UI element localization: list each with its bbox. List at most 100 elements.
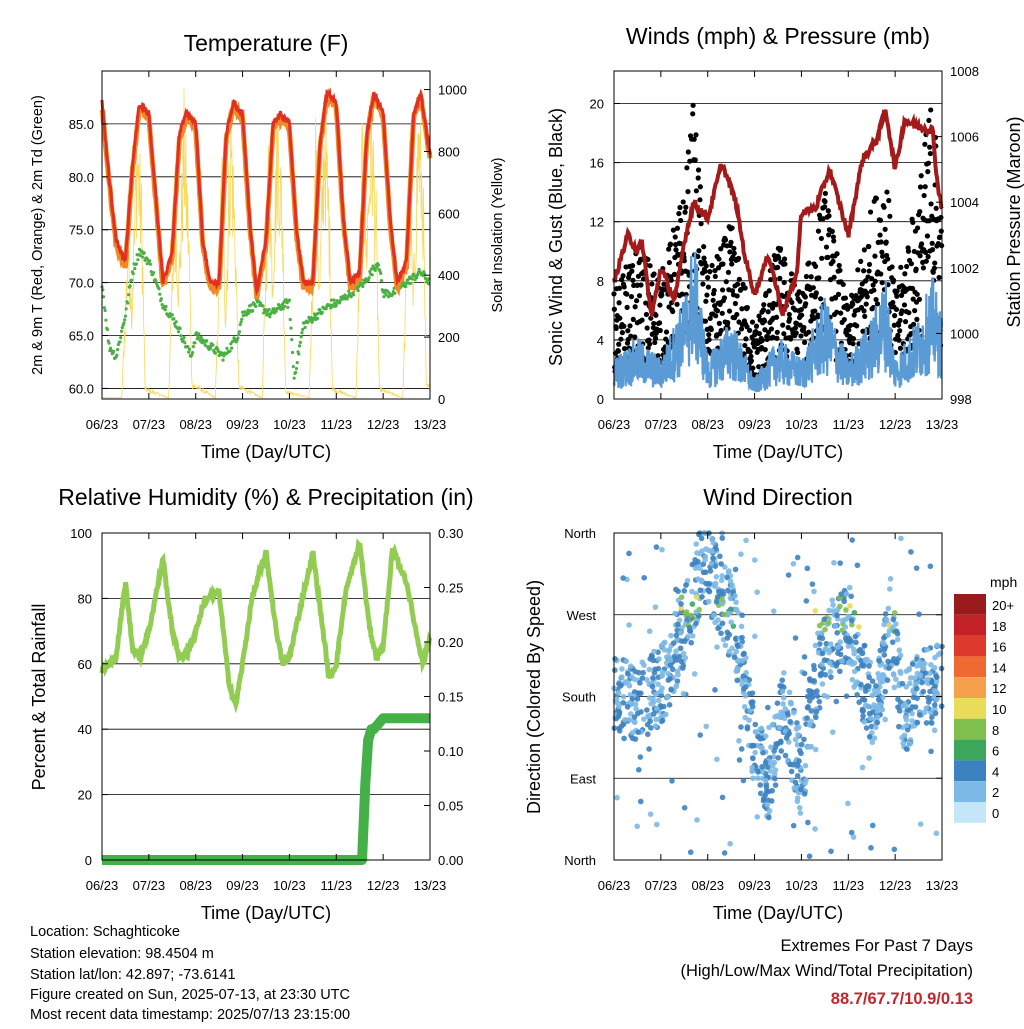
extremes-subheading: (High/Low/Max Wind/Total Precipitation) xyxy=(680,962,973,980)
wind-direction-point xyxy=(803,598,810,604)
wind-direction-point xyxy=(656,656,662,662)
dewpoint-point xyxy=(170,313,174,317)
wind-direction-point xyxy=(850,646,857,653)
wind-direction-point xyxy=(634,696,641,702)
dewpoint-point xyxy=(373,268,377,272)
humidity-line xyxy=(99,537,433,714)
dewpoint-point xyxy=(197,332,201,336)
wind-direction-point xyxy=(713,546,719,552)
wind-direction-point xyxy=(821,692,827,699)
wind-direction-point xyxy=(931,702,938,708)
wind-direction-point xyxy=(881,652,888,658)
gust-point xyxy=(820,216,826,222)
legend-label: 18 xyxy=(992,619,1006,634)
wind-direction-point xyxy=(612,667,618,673)
dewpoint-point xyxy=(272,307,276,311)
wind-direction-point xyxy=(751,557,758,563)
gust-point xyxy=(890,277,897,283)
wind-direction-point xyxy=(762,792,768,799)
gust-point xyxy=(928,201,934,207)
gust-point xyxy=(917,184,924,190)
y-tick-label: 75.0 xyxy=(69,223,94,238)
dewpoint-point xyxy=(313,314,317,318)
wind-direction-point xyxy=(849,537,855,543)
wind-direction-point xyxy=(687,849,694,856)
wind-direction-point xyxy=(832,623,839,630)
wind-direction-ylabel: Direction (Colored By Speed) xyxy=(524,580,544,814)
solar-insolation-line xyxy=(101,88,430,399)
wind-direction-point xyxy=(859,696,866,702)
wind-direction-point xyxy=(718,561,724,567)
dewpoint-point xyxy=(137,247,142,251)
gust-point xyxy=(734,293,740,299)
y-tick-label-right: 400 xyxy=(438,268,460,283)
gust-point xyxy=(850,336,857,342)
wind-direction-point xyxy=(646,695,653,701)
gust-point xyxy=(753,323,760,329)
wind-direction-point xyxy=(845,643,852,649)
wind-direction-point xyxy=(734,665,741,672)
gust-point xyxy=(709,262,715,269)
dewpoint-point xyxy=(286,305,290,310)
gust-point xyxy=(823,244,830,250)
gust-point xyxy=(747,349,753,355)
gust-point xyxy=(787,316,793,322)
dewpoint-point xyxy=(213,351,217,355)
dewpoint-point xyxy=(284,298,288,302)
dewpoint-point xyxy=(277,303,281,307)
y-tick-label-right: 0.05 xyxy=(438,799,463,814)
wind-direction-point xyxy=(766,814,772,821)
dewpoint-point xyxy=(362,281,366,285)
wind-direction-point xyxy=(933,678,940,685)
wind-direction-point xyxy=(837,639,844,645)
wind-direction-point xyxy=(729,582,735,588)
x-tick-label: 11/23 xyxy=(320,417,352,432)
wind-direction-point xyxy=(819,650,826,657)
wind-direction-point xyxy=(893,660,900,666)
gust-point xyxy=(835,291,842,297)
wind-direction-point xyxy=(839,658,845,664)
gust-point xyxy=(621,323,627,329)
gust-point xyxy=(878,271,884,277)
gust-point xyxy=(630,316,636,322)
gust-point xyxy=(661,281,667,287)
wind-direction-point xyxy=(804,715,811,721)
dewpoint-point xyxy=(136,258,140,262)
legend-swatch xyxy=(954,594,986,615)
gust-point xyxy=(653,312,659,318)
wind-pressure-frame xyxy=(613,70,943,400)
wind-direction-point xyxy=(653,705,660,712)
gust-point xyxy=(655,353,661,359)
dewpoint-point xyxy=(291,364,295,369)
dewpoint-point xyxy=(230,346,234,350)
wind-direction-point xyxy=(858,662,865,669)
wind-direction-point xyxy=(620,699,627,706)
wind-direction-point xyxy=(811,678,817,684)
gust-point xyxy=(932,260,938,266)
wind-direction-point xyxy=(650,675,656,681)
wind-direction-point xyxy=(890,616,897,623)
gust-point xyxy=(812,308,818,314)
wind-direction-point xyxy=(907,740,913,747)
wind-direction-point xyxy=(865,703,871,710)
wind-direction-point xyxy=(890,624,896,631)
dewpoint-point xyxy=(164,304,168,309)
x-tick-label: 06/23 xyxy=(86,417,119,432)
wind-direction-point xyxy=(882,716,888,723)
gust-point xyxy=(892,313,898,319)
wind-direction-point xyxy=(835,644,841,650)
gust-point xyxy=(873,296,879,303)
dewpoint-point xyxy=(267,307,271,312)
dewpoint-point xyxy=(329,306,333,310)
wind-direction-point xyxy=(933,830,940,837)
wind-direction-point xyxy=(851,650,857,657)
gust-point xyxy=(693,188,699,194)
wind-direction-point xyxy=(908,549,914,555)
gust-point xyxy=(826,232,832,238)
gust-point xyxy=(850,301,856,307)
legend-swatch xyxy=(954,781,986,802)
dewpoint-point xyxy=(107,341,111,345)
wind-direction-point xyxy=(891,655,897,662)
gust-point xyxy=(866,244,872,250)
wind-direction-point xyxy=(851,609,858,616)
